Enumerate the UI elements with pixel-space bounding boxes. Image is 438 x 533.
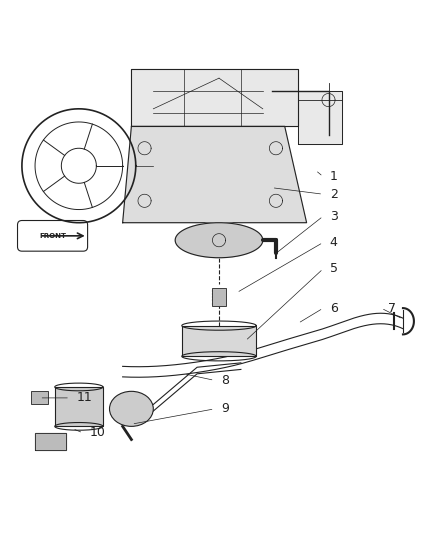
Polygon shape xyxy=(131,69,298,126)
Text: 11: 11 xyxy=(77,391,92,405)
Text: 1: 1 xyxy=(330,170,338,183)
Bar xyxy=(55,387,103,426)
Ellipse shape xyxy=(175,223,263,258)
Polygon shape xyxy=(123,126,307,223)
FancyBboxPatch shape xyxy=(18,221,88,251)
FancyBboxPatch shape xyxy=(212,288,226,306)
Text: 3: 3 xyxy=(330,209,338,223)
Text: 2: 2 xyxy=(330,188,338,201)
Polygon shape xyxy=(35,433,66,450)
Bar xyxy=(31,391,48,405)
Polygon shape xyxy=(298,91,342,144)
Text: 10: 10 xyxy=(90,426,106,439)
Text: FRONT: FRONT xyxy=(39,233,66,239)
Text: 9: 9 xyxy=(221,402,229,415)
Text: 6: 6 xyxy=(330,302,338,314)
Text: 4: 4 xyxy=(330,236,338,249)
Text: 8: 8 xyxy=(221,374,229,387)
Text: 7: 7 xyxy=(388,302,396,314)
Bar xyxy=(182,326,256,356)
Ellipse shape xyxy=(110,391,153,426)
Text: 5: 5 xyxy=(330,262,338,275)
